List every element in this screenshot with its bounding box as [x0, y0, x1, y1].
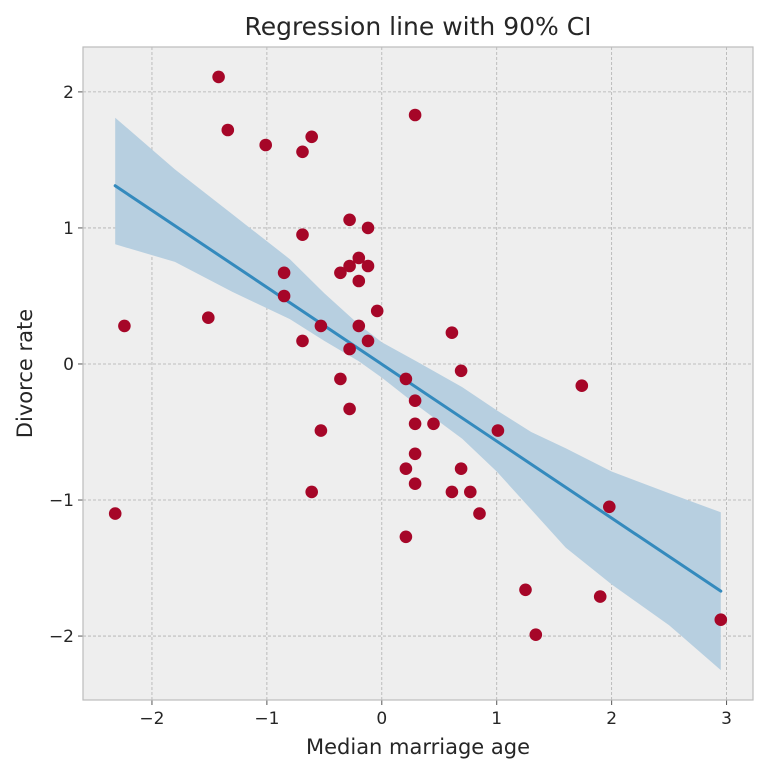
data-point	[454, 364, 468, 378]
data-point	[343, 402, 356, 416]
data-point	[464, 485, 477, 499]
regression-line-layer	[113, 184, 723, 593]
regression-line	[113, 184, 723, 593]
data-point	[118, 319, 131, 333]
data-point	[473, 507, 486, 520]
data-point	[399, 530, 413, 544]
data-point	[575, 379, 589, 393]
y-tick-label: 0	[63, 355, 74, 375]
data-point	[352, 274, 366, 288]
data-point	[352, 251, 366, 265]
x-tick-label: −2	[139, 709, 164, 729]
data-point	[314, 319, 328, 333]
data-point	[603, 500, 616, 514]
data-point	[343, 259, 356, 273]
data-point	[714, 613, 728, 626]
scatter-points	[108, 70, 728, 641]
data-point	[593, 590, 607, 603]
y-tick-label: −2	[49, 627, 74, 647]
data-point	[361, 259, 375, 273]
data-point	[408, 417, 422, 431]
data-point	[519, 583, 532, 597]
data-point	[202, 311, 215, 325]
data-point	[343, 342, 356, 356]
data-point	[529, 628, 543, 641]
ci-band	[115, 117, 721, 671]
data-point	[221, 123, 235, 137]
plot-frame	[82, 46, 754, 701]
data-point	[445, 326, 459, 340]
data-point	[296, 334, 309, 348]
data-point	[408, 108, 422, 122]
x-axis-ticks: −2 −1 0 1 2 3	[139, 700, 732, 729]
data-point	[427, 417, 440, 431]
chart-title: Regression line with 90% CI	[244, 12, 591, 41]
data-point	[314, 424, 328, 437]
confidence-band	[115, 117, 721, 671]
data-point	[352, 319, 366, 333]
data-point	[277, 289, 291, 303]
data-point	[370, 304, 384, 318]
data-point	[491, 424, 505, 437]
x-tick-label: 0	[376, 709, 387, 729]
data-point	[296, 228, 309, 241]
x-tick-label: 3	[721, 709, 732, 729]
x-tick-label: −1	[254, 709, 279, 729]
data-point	[334, 372, 347, 386]
data-point	[454, 462, 468, 476]
x-tick-label: 1	[491, 709, 502, 729]
x-axis-title: Median marriage age	[306, 735, 530, 759]
data-point	[259, 138, 273, 152]
data-point	[334, 266, 347, 280]
y-axis-title: Divorce rate	[13, 309, 37, 438]
data-point	[408, 394, 422, 408]
data-point	[361, 221, 375, 235]
data-point	[305, 130, 319, 144]
x-tick-label: 2	[606, 709, 617, 729]
data-point	[305, 485, 319, 499]
data-point	[408, 477, 422, 491]
data-point	[296, 145, 309, 159]
data-point	[399, 372, 413, 386]
data-point	[361, 334, 375, 348]
data-point	[408, 447, 422, 461]
data-point	[277, 266, 291, 280]
data-point	[212, 70, 225, 84]
y-tick-label: 2	[63, 83, 74, 103]
y-tick-label: 1	[63, 219, 74, 239]
data-point	[445, 485, 459, 499]
data-point	[108, 507, 122, 520]
data-point	[399, 462, 413, 476]
y-tick-label: −1	[49, 491, 74, 511]
y-axis-ticks: −2 −1 0 1 2	[49, 83, 83, 647]
data-point	[343, 213, 356, 227]
